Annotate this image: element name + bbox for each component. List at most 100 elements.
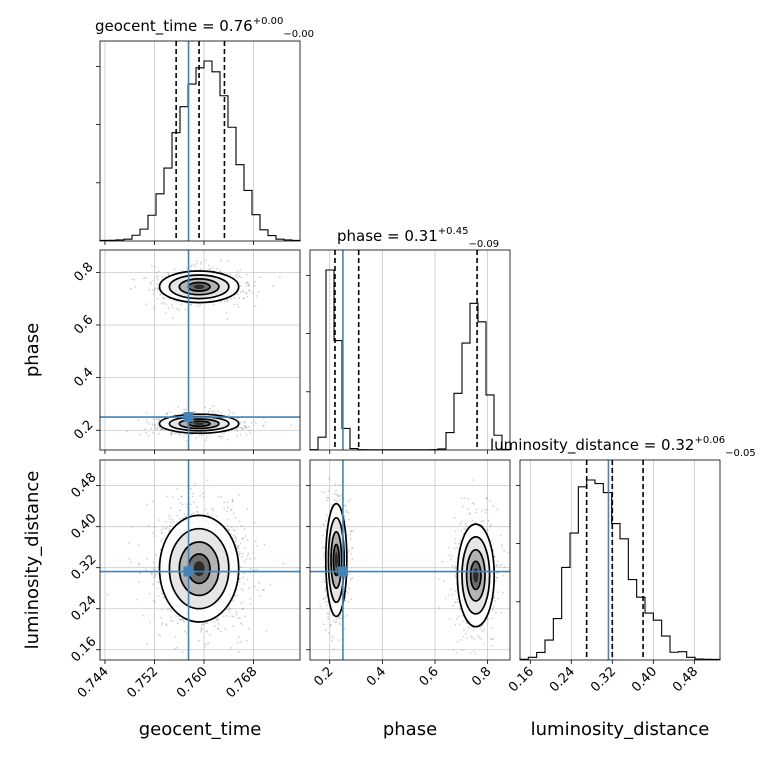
sample-point	[454, 567, 457, 570]
sample-point	[217, 496, 220, 499]
sample-point	[190, 513, 193, 516]
sample-point	[205, 434, 208, 436]
sample-point	[220, 495, 222, 498]
sample-point	[241, 552, 244, 555]
sample-point	[205, 508, 207, 511]
sample-point	[231, 498, 234, 501]
sample-point	[155, 554, 157, 557]
sample-point	[336, 618, 338, 620]
sample-point	[348, 549, 350, 552]
histogram-phase	[309, 269, 511, 451]
sample-point	[160, 616, 163, 619]
sample-point	[156, 424, 158, 427]
sample-point	[263, 424, 265, 427]
sample-point	[232, 534, 235, 537]
sample-point	[338, 617, 341, 620]
sample-point	[148, 423, 151, 425]
sample-point	[170, 608, 172, 611]
sample-point	[150, 281, 152, 284]
sample-point	[229, 273, 232, 276]
sample-point	[482, 519, 485, 522]
sample-point	[160, 540, 163, 543]
sample-point	[153, 308, 155, 311]
sample-point	[183, 408, 185, 411]
sample-point	[204, 645, 207, 648]
sample-point	[248, 429, 251, 432]
sample-point	[503, 565, 506, 568]
sample-point	[176, 514, 179, 517]
sample-point	[184, 433, 187, 436]
sample-point	[157, 287, 159, 290]
sample-point	[152, 576, 155, 579]
sample-point	[234, 275, 237, 278]
sample-point	[184, 630, 186, 633]
sample-point	[495, 576, 498, 579]
sample-point	[245, 434, 248, 436]
sample-point	[217, 628, 219, 630]
sample-point	[249, 603, 252, 605]
sample-point	[158, 425, 160, 428]
sample-point	[152, 289, 154, 291]
sample-point	[153, 305, 156, 308]
sample-point	[335, 621, 337, 623]
sample-point	[179, 618, 181, 621]
contour-line	[178, 418, 220, 430]
sample-point	[160, 529, 163, 531]
sample-point	[165, 624, 167, 627]
sample-point	[239, 552, 241, 555]
sample-point	[493, 595, 496, 598]
sample-point	[155, 418, 158, 421]
sample-point	[165, 413, 168, 416]
sample-point	[350, 598, 352, 601]
sample-point	[179, 517, 182, 520]
sample-point	[466, 637, 468, 639]
sample-point	[231, 500, 234, 503]
sample-point	[486, 497, 488, 499]
sample-point	[158, 519, 160, 521]
sample-point	[244, 426, 247, 429]
sample-point	[241, 608, 244, 611]
sample-point	[471, 502, 474, 504]
sample-point	[201, 434, 203, 437]
title-phase: phase = 0.31+0.45−0.09	[337, 226, 499, 250]
sample-point	[190, 503, 192, 506]
sample-point	[499, 534, 502, 537]
sample-point	[246, 539, 249, 541]
sample-point	[217, 435, 220, 438]
sample-point	[155, 276, 158, 279]
sample-point	[237, 306, 240, 309]
sample-point	[321, 534, 324, 537]
sample-point	[176, 488, 179, 490]
sample-point	[218, 269, 221, 272]
sample-point	[189, 266, 192, 268]
sample-point	[230, 508, 233, 511]
sample-point	[453, 538, 456, 540]
sample-point	[347, 592, 350, 595]
sample-point	[241, 428, 244, 431]
sample-point	[234, 540, 237, 543]
sample-point	[232, 625, 235, 628]
sample-point	[497, 591, 499, 593]
sample-point	[482, 624, 484, 627]
sample-point	[127, 542, 130, 544]
sample-point	[148, 592, 151, 595]
sample-point	[219, 630, 222, 632]
sample-point	[168, 514, 171, 517]
sample-point	[491, 626, 493, 629]
ylabel-phase: phase	[22, 323, 43, 377]
sample-point	[164, 312, 167, 314]
sample-point	[242, 537, 244, 540]
sample-point	[137, 419, 140, 421]
mode-1	[456, 523, 496, 628]
sample-point	[245, 285, 248, 287]
sample-point	[454, 542, 456, 545]
sample-point	[242, 601, 245, 603]
sample-point	[333, 493, 336, 495]
sample-point	[262, 425, 264, 427]
sample-point	[245, 558, 248, 560]
sample-point	[219, 437, 222, 439]
sample-point	[199, 495, 202, 497]
sample-point	[182, 517, 184, 519]
sample-point	[245, 640, 248, 642]
sample-point	[493, 555, 496, 558]
